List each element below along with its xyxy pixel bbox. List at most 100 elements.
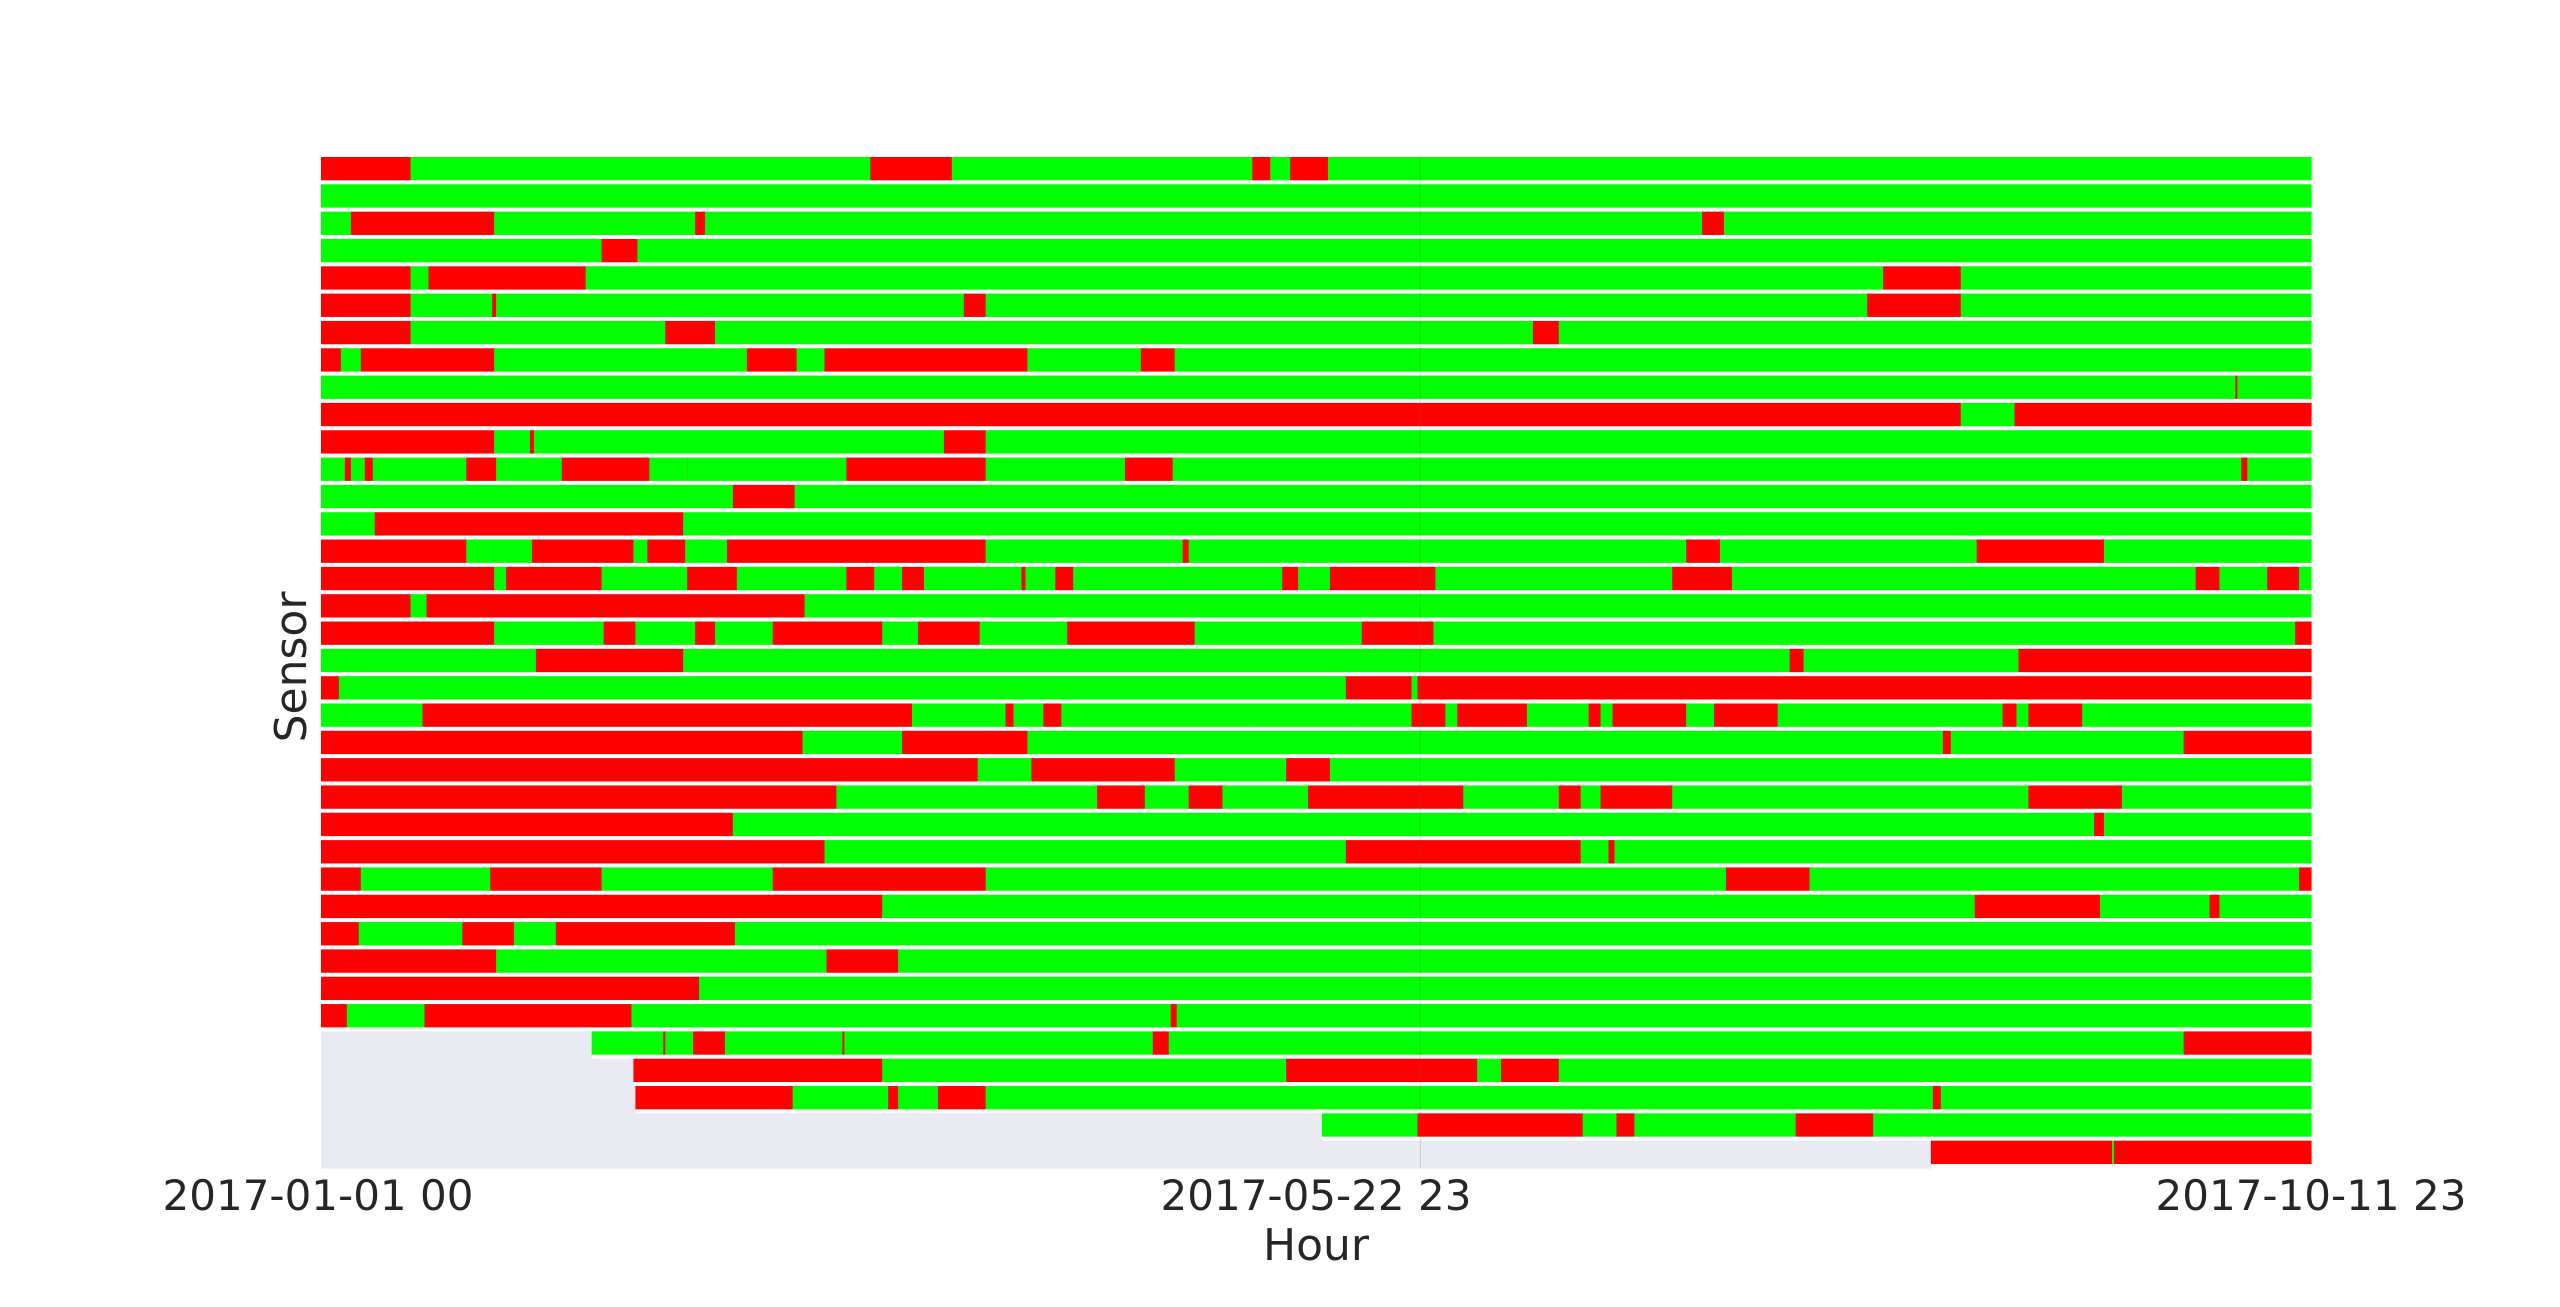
state-segment — [824, 348, 1029, 372]
state-segment — [1976, 539, 2105, 563]
state-segment — [321, 512, 376, 536]
state-segment — [2018, 648, 2312, 673]
state-segment — [1298, 566, 1331, 591]
sensor-row-18 — [321, 621, 2312, 645]
state-segment — [321, 211, 352, 235]
state-segment — [1286, 1058, 1478, 1083]
state-segment — [321, 621, 495, 645]
state-segment — [1950, 730, 2185, 755]
state-segment — [2235, 375, 2238, 399]
state-segment — [1222, 785, 1309, 809]
state-segment — [724, 1031, 843, 1055]
state-segment — [321, 922, 360, 946]
state-segment — [1345, 676, 1413, 700]
state-segment — [321, 238, 603, 263]
state-segment — [985, 867, 1727, 891]
state-segment — [882, 894, 1976, 919]
state-segment — [870, 157, 953, 181]
state-segment — [2082, 703, 2312, 727]
y-axis-label: Sensor — [266, 591, 317, 743]
state-segment — [426, 594, 806, 618]
state-segment — [665, 1031, 694, 1055]
state-segment — [902, 566, 925, 591]
sensor-row-11 — [321, 430, 2312, 454]
state-segment — [693, 1031, 726, 1055]
state-segment — [350, 457, 366, 481]
state-segment — [902, 730, 1029, 755]
state-segment — [1809, 867, 2300, 891]
sensor-row-32 — [321, 1004, 2312, 1028]
state-segment — [633, 539, 648, 563]
state-segment — [647, 539, 686, 563]
state-segment — [1043, 703, 1062, 727]
state-segment — [494, 566, 507, 591]
state-segment — [649, 457, 688, 481]
state-segment — [601, 238, 639, 263]
state-segment — [1634, 1113, 1797, 1137]
sensor-row-10 — [321, 402, 2312, 427]
state-segment — [466, 457, 497, 481]
state-segment — [1282, 566, 1299, 591]
state-segment — [321, 457, 346, 481]
state-segment — [496, 949, 828, 973]
state-segment — [1005, 703, 1015, 727]
state-segment — [1172, 457, 2242, 481]
state-segment — [1795, 1113, 1874, 1137]
state-segment — [601, 867, 774, 891]
state-segment — [794, 484, 2312, 509]
state-segment — [374, 512, 684, 536]
state-segment — [321, 375, 2236, 399]
state-segment — [591, 1031, 664, 1055]
state-segment — [2237, 375, 2312, 399]
state-segment — [1873, 1113, 1906, 1137]
state-segment — [2247, 457, 2312, 481]
state-segment — [321, 894, 883, 919]
state-segment — [804, 594, 2312, 618]
state-segment — [506, 566, 603, 591]
state-segment — [494, 430, 531, 454]
state-segment — [732, 812, 2095, 837]
state-segment — [2113, 1140, 2312, 1164]
state-segment — [466, 539, 533, 563]
state-segment — [321, 976, 700, 1001]
sensor-row-3 — [321, 211, 2312, 235]
state-segment — [985, 1086, 1934, 1110]
state-segment — [372, 457, 390, 481]
state-segment — [1061, 703, 1249, 727]
state-segment — [798, 1086, 889, 1110]
state-segment — [1588, 703, 1602, 727]
state-segment — [1357, 703, 1413, 727]
state-segment — [1174, 758, 1287, 782]
state-segment — [1152, 1031, 1170, 1055]
state-segment — [663, 1031, 666, 1055]
state-segment — [321, 1004, 348, 1028]
state-segment — [1974, 894, 2101, 919]
state-segment — [695, 211, 706, 235]
state-segment — [531, 539, 635, 563]
sensor-row-1 — [321, 157, 2312, 181]
state-segment — [1140, 348, 1176, 372]
state-segment — [1867, 293, 1962, 317]
state-segment — [1021, 566, 1027, 591]
state-segment — [772, 867, 987, 891]
state-segment — [1055, 566, 1074, 591]
state-segment — [533, 430, 945, 454]
state-segment — [603, 621, 637, 645]
state-segment — [1445, 703, 1458, 727]
state-segment — [1725, 867, 1811, 891]
state-segment — [1411, 676, 1419, 700]
state-segment — [2002, 703, 2018, 727]
state-segment — [1960, 293, 2312, 317]
sensor-row-27 — [321, 867, 2312, 891]
state-segment — [1930, 1140, 2113, 1164]
state-segment — [695, 621, 716, 645]
state-segment — [1321, 1113, 1419, 1137]
state-segment — [1013, 703, 1044, 727]
state-segment — [321, 1058, 635, 1087]
state-segment — [715, 621, 774, 645]
state-segment — [637, 238, 2312, 263]
state-segment — [1124, 457, 1174, 481]
state-segment — [882, 621, 919, 645]
state-segment — [2104, 812, 2312, 837]
state-segment — [2299, 867, 2312, 891]
